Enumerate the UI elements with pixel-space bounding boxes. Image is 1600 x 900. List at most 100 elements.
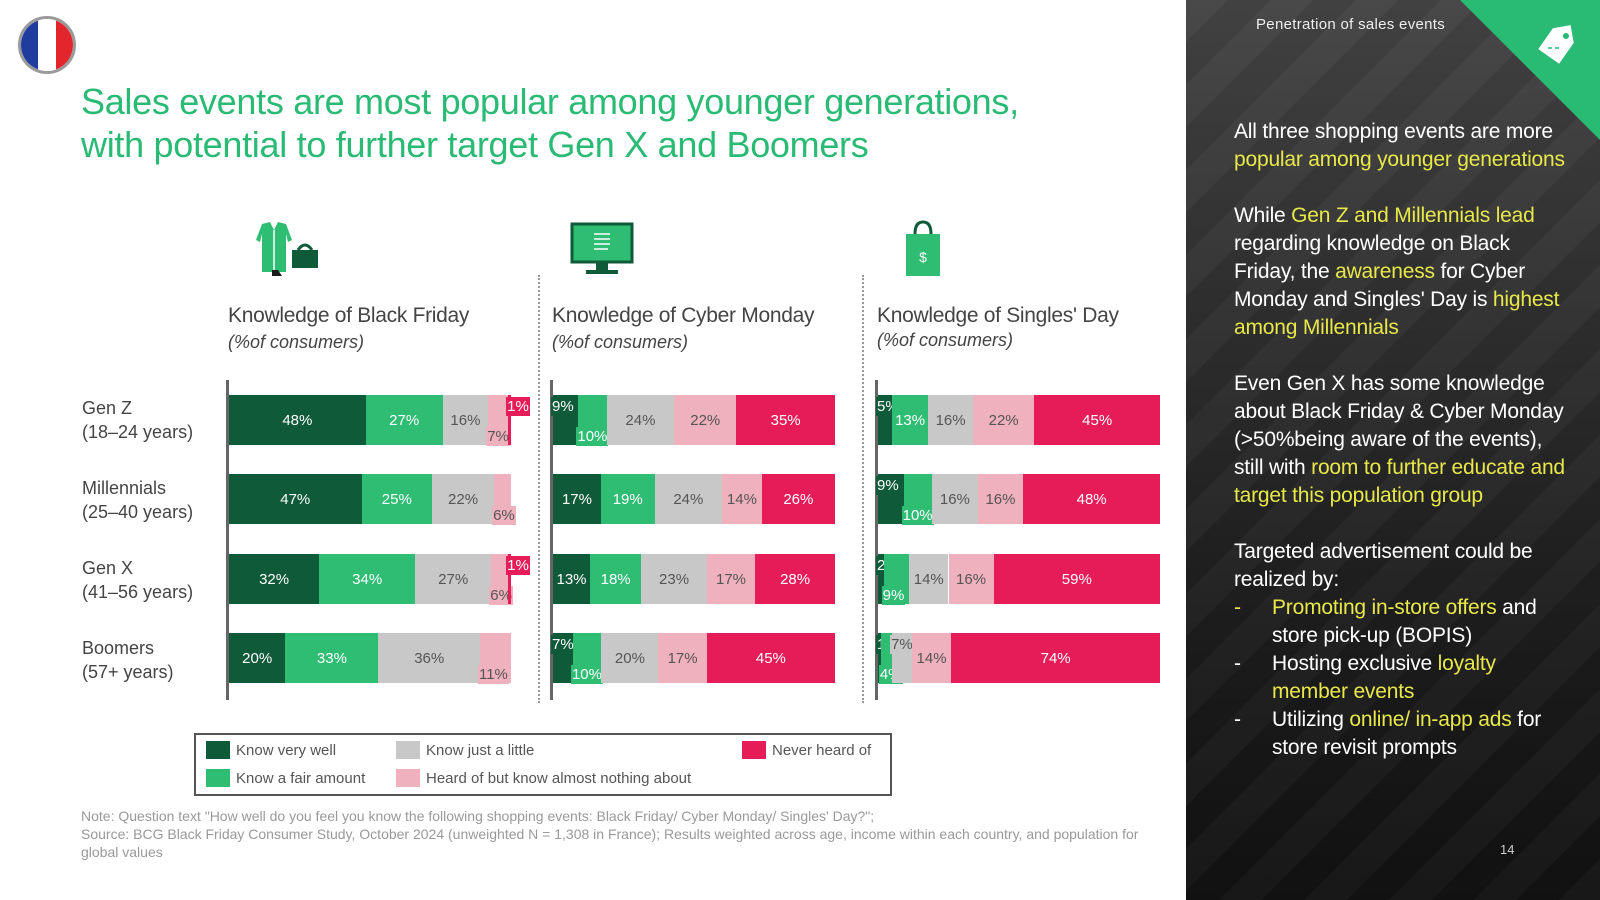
france-flag-icon: [18, 16, 76, 74]
bar-segment-fair-amount: 27%: [365, 395, 443, 445]
axis-black-friday: [226, 380, 229, 700]
price-tag-icon: [1532, 22, 1580, 70]
bar-segment-just-a-little: 24%: [606, 395, 675, 445]
insight-panel: Penetration of sales events All three sh…: [1186, 0, 1600, 900]
bar-segment-fair-amount: [880, 633, 893, 683]
bar-label-heard-of: 6%: [492, 506, 516, 525]
bar-segment-heard-of: 17%: [658, 633, 707, 683]
bar-label-heard-of: 7%: [486, 427, 510, 446]
bar-segment-never-heard: 45%: [1034, 395, 1160, 445]
bar-segment-very-well: [878, 554, 884, 604]
bar-label-very-well: 9%: [876, 476, 900, 495]
bar-segment-just-a-little: 16%: [928, 395, 973, 445]
svg-text:$: $: [919, 249, 927, 265]
chart-subtitle-singles-day: (%of consumers): [877, 330, 1014, 350]
bar-segment-heard-of: 16%: [977, 474, 1024, 524]
bullet-3: - Utilizing online/ in-app ads for store …: [1234, 708, 1542, 759]
charts-area: 48% 27% 16% 7% 1% 47% 25% 22% 6% 32% 34% 27% 6% 1% 20%…: [229, 395, 1160, 684]
bar-segment-heard-of: 14%: [722, 474, 762, 524]
title-line-1: Sales events are most popular among youn…: [81, 81, 1019, 122]
bar-segment-just-a-little: 36%: [378, 633, 480, 683]
legend-swatch: [396, 741, 420, 759]
axis-cyber-monday: [550, 380, 553, 700]
computer-monitor-icon: [570, 222, 634, 281]
clothing-shopping-icon: [248, 220, 324, 285]
panel-text: All three shopping events are more popul…: [1234, 118, 1574, 762]
chart-title-black-friday: Knowledge of Black Friday: [228, 304, 470, 327]
bar-segment-just-a-little: 22%: [432, 474, 495, 524]
bar-segment-just-a-little: 24%: [654, 474, 723, 524]
panel-header: Penetration of sales events: [1256, 16, 1446, 33]
bar-segment-heard-of: 22%: [972, 395, 1035, 445]
corner-accent: [1460, 0, 1600, 140]
insight-4: Targeted advertisement could be realized…: [1234, 540, 1533, 591]
bar-label-fair-amount: 10%: [901, 506, 934, 525]
chart-subtitle-cyber-monday: (%of consumers): [552, 332, 689, 352]
bar-segment-never-heard: 59%: [993, 554, 1160, 604]
bar-label-heard-of: 11%: [477, 665, 509, 684]
bar-label-never-heard: 1%: [506, 556, 530, 575]
bar-label-just-a-little: 7%: [890, 635, 914, 654]
chart-header-black-friday: Knowledge of Black Friday (%of consumers…: [228, 304, 528, 353]
bar-segment-very-well: 13%: [553, 554, 591, 604]
row-label-gen-x: Gen X (41–56 years): [82, 558, 194, 602]
legend-item-never: Never heard of: [742, 741, 871, 759]
bar-segment-fair-amount: 33%: [285, 633, 379, 683]
bar-segment-fair-amount: 19%: [600, 474, 655, 524]
bar-segment-heard-of: 22%: [674, 395, 737, 445]
legend-swatch: [206, 769, 230, 787]
bar-segment-never-heard: 45%: [706, 633, 835, 683]
page-title: Sales events are most popular among youn…: [81, 80, 1161, 166]
legend-swatch: [206, 741, 230, 759]
bar-segment-just-a-little: 20%: [601, 633, 659, 683]
chart-header-singles-day: Knowledge of Singles' Day (%of consumers…: [877, 304, 1177, 351]
row-label-boomers: Boomers (57+ years): [82, 638, 174, 682]
bar-segment-very-well: 47%: [229, 474, 362, 524]
bar-segment-just-a-little: 14%: [909, 554, 949, 604]
axis-singles-day: [875, 380, 878, 700]
bar-segment-never-heard: 26%: [761, 474, 835, 524]
bullet-2: - Hosting exclusive loyalty member events: [1234, 652, 1496, 703]
bar-segment-just-a-little: 16%: [932, 474, 978, 524]
chart-title-cyber-monday: Knowledge of Cyber Monday: [552, 304, 815, 327]
bar-label-fair-amount: 10%: [576, 427, 609, 446]
chart-title-singles-day: Knowledge of Singles' Day: [877, 304, 1119, 327]
bar-label-never-heard: 1%: [506, 397, 530, 416]
divider-1: [538, 275, 540, 703]
legend: Know very well Know just a little Never …: [194, 733, 892, 796]
bar-segment-heard-of: 14%: [911, 633, 952, 683]
row-label-millennials: Millennials (25–40 years): [82, 478, 194, 522]
insight-1: All three shopping events are more popul…: [1234, 120, 1565, 171]
bar-segment-just-a-little: 23%: [641, 554, 707, 604]
bar-label-very-well: 9%: [551, 397, 575, 416]
bar-segment-very-well: [878, 633, 881, 683]
row-label-gen-z: Gen Z (18–24 years): [82, 398, 194, 442]
source-text: Source: BCG Black Friday Consumer Study,…: [81, 826, 1139, 860]
bar-segment-very-well: 32%: [229, 554, 320, 604]
bar-label-heard-of: 6%: [489, 586, 513, 605]
bar-label-fair-amount: 10%: [570, 665, 603, 684]
legend-item-very-well: Know very well: [206, 741, 336, 759]
bar-segment-never-heard: [508, 554, 512, 604]
insight-3: Even Gen X has some knowledge about Blac…: [1234, 372, 1565, 507]
note-text: Note: Question text "How well do you fee…: [81, 808, 875, 824]
bar-segment-very-well: 17%: [553, 474, 601, 524]
bullet-1: - Promoting in-store offers and store pic…: [1234, 596, 1537, 647]
chart-header-cyber-monday: Knowledge of Cyber Monday (%of consumers…: [552, 304, 852, 353]
bar-segment-very-well: 20%: [229, 633, 286, 683]
legend-swatch: [396, 769, 420, 787]
footnote: Note: Question text "How well do you fee…: [81, 807, 1161, 861]
insight-2: While Gen Z and Millennials lead regardi…: [1234, 204, 1560, 339]
bar-label-very-well: 7%: [551, 635, 575, 654]
bar-segment-just-a-little: 27%: [415, 554, 492, 604]
bar-segment-never-heard: 28%: [755, 554, 835, 604]
bar-segment-never-heard: [508, 395, 512, 445]
legend-swatch: [742, 741, 766, 759]
bar-segment-fair-amount: 34%: [319, 554, 416, 604]
divider-2: [862, 275, 864, 703]
shopping-bag-icon: $: [903, 220, 943, 285]
bar-segment-never-heard: 48%: [1023, 474, 1160, 524]
bar-segment-very-well: 48%: [229, 395, 366, 445]
bar-segment-fair-amount: 25%: [361, 474, 433, 524]
bar-segment-heard-of: 16%: [948, 554, 994, 604]
